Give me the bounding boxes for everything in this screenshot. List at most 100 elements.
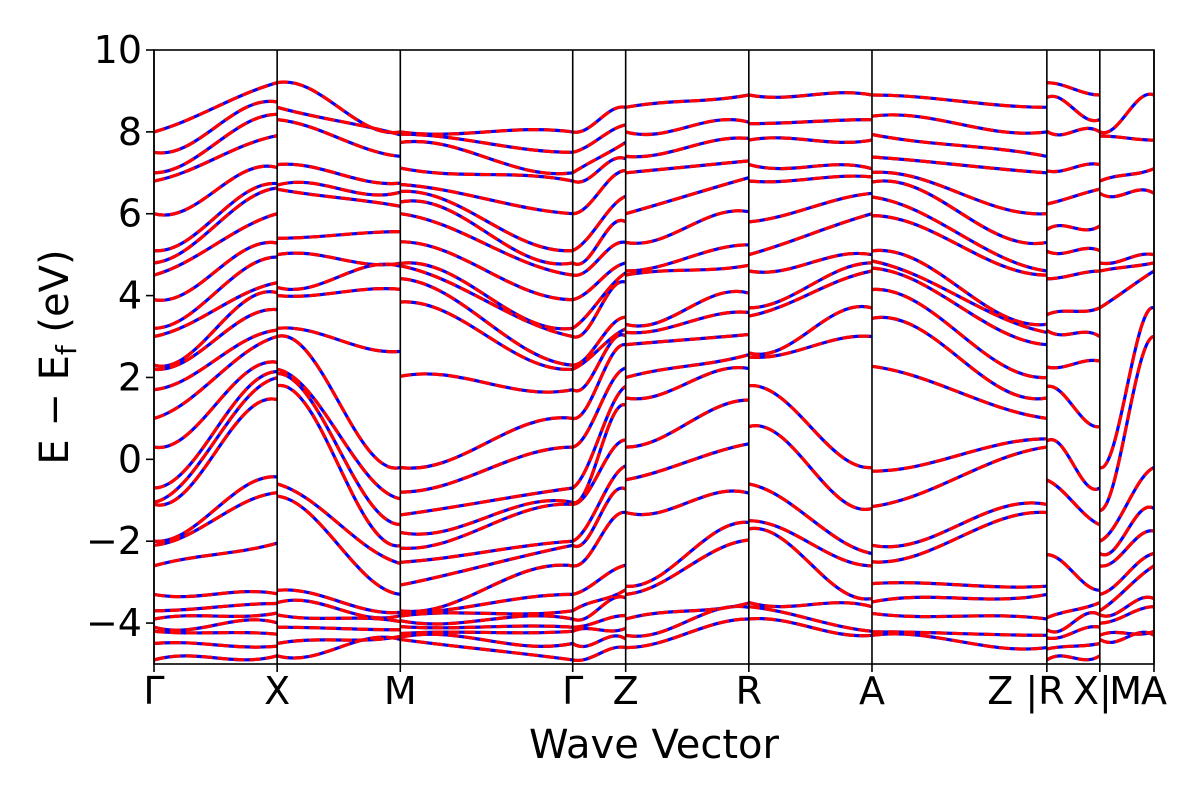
band-line-dashed (1098, 505, 1154, 557)
band-line-dashed (276, 80, 401, 135)
band-line-dashed (154, 281, 278, 339)
band-line-dashed (1046, 306, 1101, 317)
band-line-dashed (871, 132, 1048, 158)
band-line-dashed (871, 315, 1048, 401)
band-line-solid (748, 163, 873, 171)
band-line-dashed (1099, 629, 1154, 637)
band-line-dashed (625, 209, 750, 245)
band-line-solid (277, 162, 401, 186)
band-line-solid (154, 611, 278, 621)
band-line-dashed (276, 384, 401, 548)
band-line-dashed (625, 489, 750, 517)
band-line-dashed (1046, 611, 1101, 634)
band-line-dashed (154, 81, 278, 134)
band-line-dashed (1046, 81, 1100, 97)
band-line-dashed (1099, 167, 1154, 183)
y-tick-label: −4 (86, 601, 142, 645)
band-line-dashed (400, 624, 573, 630)
band-line-dashed (154, 328, 278, 392)
band-line-dashed (1099, 306, 1154, 470)
band-line-solid (154, 360, 278, 449)
band-line-solid (277, 625, 401, 632)
band-line-dashed (1046, 329, 1101, 338)
band-line-dashed (399, 199, 574, 266)
band-line-dashed (871, 630, 1047, 637)
band-line-dashed (571, 194, 627, 253)
band-line-dashed (748, 482, 873, 556)
band-line-dashed (1046, 625, 1101, 641)
band-line-dashed (1098, 269, 1154, 310)
band-line-solid (400, 416, 573, 470)
band-line-solid (572, 645, 627, 662)
band-line-dashed (1099, 134, 1154, 142)
band-line-dashed (572, 626, 627, 633)
y-tick-label: 6 (118, 192, 142, 236)
band-line-solid (277, 588, 401, 615)
x-tick-label: Z |R (987, 669, 1064, 714)
band-line-solid (625, 617, 749, 650)
band-line-dashed (1046, 641, 1101, 651)
band-line-dashed (1046, 438, 1101, 491)
x-tick-label: R (736, 669, 762, 713)
band-line-solid (276, 367, 401, 501)
band-line-dashed (871, 581, 1048, 589)
band-line-solid (748, 136, 873, 144)
band-line-solid (748, 91, 873, 99)
band-line-dashed (154, 334, 278, 420)
band-line-dashed (154, 370, 278, 490)
band-line-dashed (572, 366, 627, 449)
band-line-solid (1099, 334, 1154, 513)
band-line-dashed (572, 343, 627, 420)
band-line-solid (277, 287, 401, 298)
band-line-dashed (399, 614, 574, 626)
y-tick-label: 2 (118, 355, 142, 399)
band-line-dashed (571, 384, 627, 490)
high-symmetry-lines (153, 50, 1155, 664)
band-line-dashed (571, 486, 627, 549)
band-line-dashed (748, 212, 873, 257)
band-line-dashed (154, 99, 278, 155)
band-line-dashed (748, 191, 873, 224)
band-line-solid (276, 262, 401, 291)
band-line-solid (748, 601, 873, 609)
plot-frame (153, 49, 1155, 665)
y-tick-label: 10 (94, 28, 142, 72)
band-line-dashed (400, 240, 573, 302)
y-axis-title-sub: f (50, 344, 83, 355)
band-line-dashed (276, 482, 401, 566)
band-line-dashed (572, 315, 627, 367)
band-line-solid (276, 598, 401, 620)
band-line-dashed (1046, 246, 1101, 256)
band-line-dashed (571, 464, 627, 543)
band-line-solid (625, 353, 750, 380)
x-tick-label: Z (613, 669, 639, 713)
band-line-dashed (399, 632, 574, 648)
band-line-solid (154, 654, 278, 662)
band-line-solid (277, 230, 401, 240)
band-line-dashed (871, 195, 1048, 273)
band-line-dashed (1046, 358, 1101, 370)
band-line-dashed (748, 526, 873, 601)
band-line-dashed (399, 499, 574, 536)
x-tick-label: X| (1073, 669, 1112, 714)
band-line-dashed (1099, 252, 1154, 266)
band-line-dashed (625, 365, 750, 401)
band-line-dashed (625, 617, 749, 650)
band-line-dashed (572, 510, 627, 568)
band-line-solid (748, 251, 873, 274)
band-line-dashed (871, 364, 1048, 420)
band-line-dashed (400, 637, 573, 662)
band-line-dashed (400, 502, 573, 550)
band-line-dashed (1098, 564, 1154, 613)
band-line-dashed (1046, 478, 1101, 527)
band-line-solid (871, 195, 1048, 273)
band-line-dashed (871, 266, 1048, 347)
band-line-solid (625, 159, 749, 175)
band-line-dashed (1046, 654, 1101, 662)
bands-layer (154, 80, 1154, 662)
band-line-dashed (400, 139, 573, 176)
band-line-dashed (154, 397, 278, 507)
band-line-dashed (871, 510, 1048, 564)
band-line-solid (154, 640, 278, 649)
